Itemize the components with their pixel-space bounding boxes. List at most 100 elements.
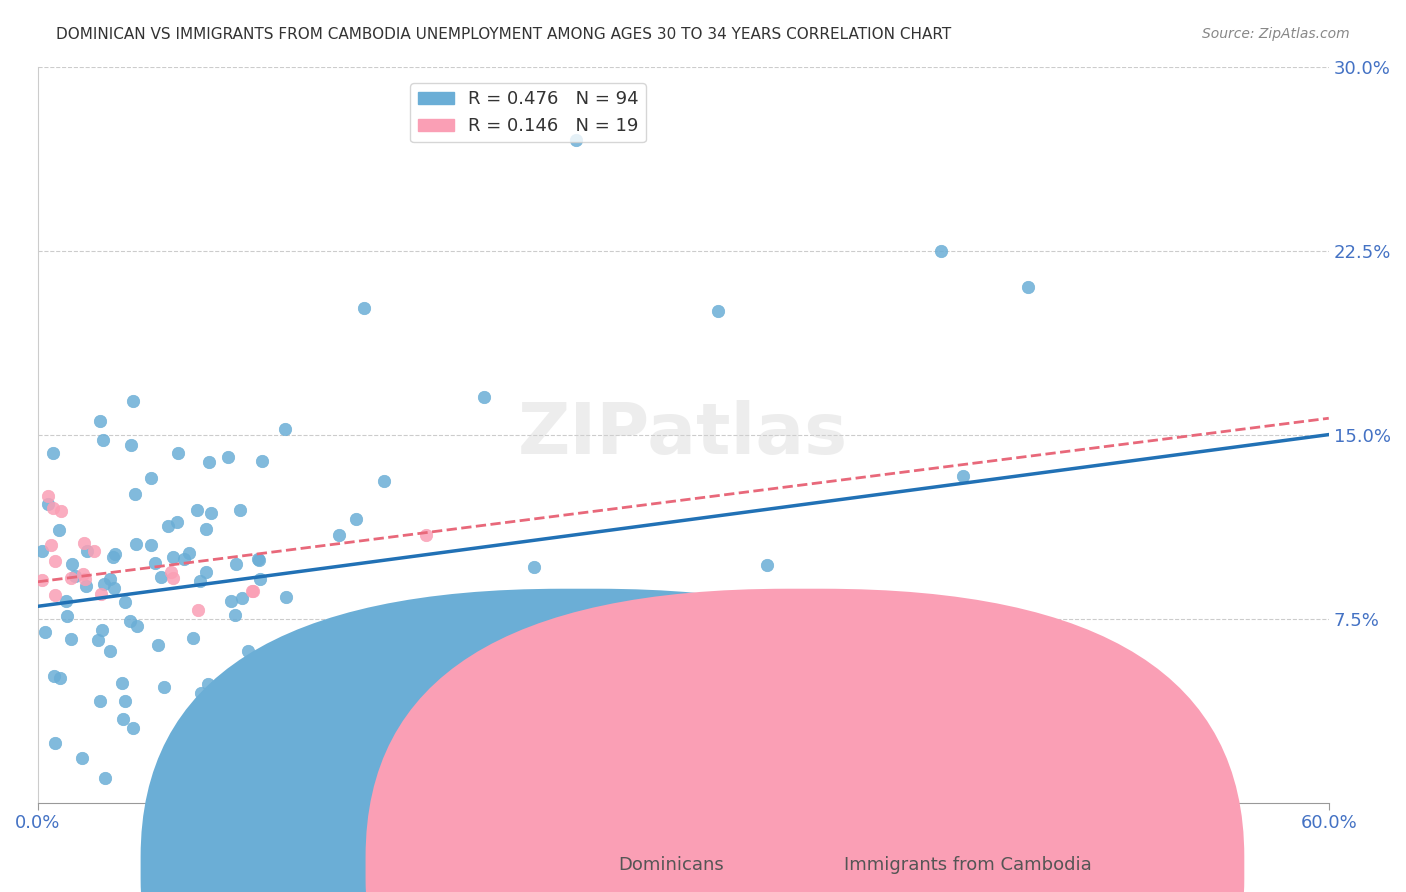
- Point: [104, 547, 127, 561]
- Point: [195, 522, 218, 536]
- Point: [75, 579, 97, 593]
- Point: [274, 590, 297, 604]
- Point: [328, 527, 350, 541]
- Point: [103, 582, 125, 596]
- Point: [190, 685, 212, 699]
- Point: [247, 552, 270, 566]
- Point: [91, 624, 114, 638]
- Point: [103, 549, 125, 564]
- Point: [31, 544, 53, 558]
- Legend: R = 0.476   N = 94, R = 0.146   N = 19: R = 0.476 N = 94, R = 0.146 N = 19: [411, 83, 647, 143]
- Point: [219, 594, 242, 608]
- Point: [125, 619, 148, 633]
- Point: [931, 244, 953, 258]
- Point: [60, 571, 83, 585]
- Point: [274, 422, 297, 436]
- Point: [252, 454, 274, 468]
- Point: [188, 574, 211, 589]
- Point: [89, 414, 111, 428]
- Point: [141, 538, 163, 552]
- Point: [90, 587, 112, 601]
- Point: [93, 433, 115, 447]
- Point: [257, 702, 280, 716]
- Point: [160, 566, 183, 580]
- Point: [149, 570, 172, 584]
- Text: ZIPatlas: ZIPatlas: [519, 401, 848, 469]
- Point: [217, 450, 239, 464]
- Point: [44, 735, 66, 749]
- Point: [153, 681, 176, 695]
- Point: [186, 503, 208, 517]
- Point: [415, 528, 437, 542]
- Point: [179, 546, 201, 560]
- Point: [707, 304, 730, 318]
- Point: [120, 438, 142, 452]
- Point: [247, 553, 270, 567]
- Point: [89, 694, 111, 708]
- Point: [952, 469, 974, 483]
- Point: [344, 512, 367, 526]
- Point: [564, 133, 586, 147]
- Point: [343, 665, 366, 679]
- Point: [56, 609, 79, 624]
- Point: [162, 570, 184, 584]
- Point: [139, 471, 162, 485]
- Point: [124, 537, 146, 551]
- Point: [181, 631, 204, 645]
- Point: [229, 503, 252, 517]
- Point: [240, 583, 263, 598]
- Point: [44, 587, 66, 601]
- Point: [41, 446, 63, 460]
- Point: [86, 633, 108, 648]
- Point: [59, 632, 82, 647]
- Point: [166, 516, 188, 530]
- Point: [111, 676, 134, 690]
- Point: [63, 569, 86, 583]
- Text: Source: ZipAtlas.com: Source: ZipAtlas.com: [1202, 27, 1350, 41]
- Point: [48, 523, 70, 537]
- Point: [72, 751, 94, 765]
- Point: [523, 560, 546, 574]
- Point: [98, 572, 121, 586]
- Point: [94, 771, 117, 785]
- Point: [242, 583, 264, 598]
- Point: [385, 632, 408, 647]
- Point: [995, 661, 1018, 675]
- Point: [114, 694, 136, 708]
- Point: [146, 638, 169, 652]
- Point: [44, 554, 66, 568]
- Point: [72, 567, 94, 582]
- Point: [157, 771, 180, 785]
- Point: [399, 734, 422, 748]
- Point: [166, 445, 188, 459]
- Point: [49, 671, 72, 685]
- Point: [143, 557, 166, 571]
- Point: [224, 607, 246, 622]
- Text: Immigrants from Cambodia: Immigrants from Cambodia: [844, 856, 1091, 874]
- Point: [34, 625, 56, 640]
- Text: Dominicans: Dominicans: [619, 856, 724, 874]
- Point: [44, 669, 66, 683]
- Point: [55, 593, 77, 607]
- Point: [112, 712, 135, 726]
- Point: [37, 489, 59, 503]
- Point: [225, 557, 247, 571]
- Point: [353, 301, 375, 315]
- Point: [373, 474, 395, 488]
- Point: [162, 549, 184, 564]
- Point: [197, 677, 219, 691]
- Point: [122, 721, 145, 735]
- Point: [124, 487, 146, 501]
- Text: DOMINICAN VS IMMIGRANTS FROM CAMBODIA UNEMPLOYMENT AMONG AGES 30 TO 34 YEARS COR: DOMINICAN VS IMMIGRANTS FROM CAMBODIA UN…: [56, 27, 952, 42]
- Point: [231, 591, 253, 606]
- Point: [236, 644, 259, 658]
- Point: [114, 595, 136, 609]
- Point: [73, 535, 96, 549]
- Point: [1017, 280, 1039, 294]
- Point: [412, 747, 434, 761]
- Point: [187, 603, 209, 617]
- Point: [472, 391, 495, 405]
- Point: [249, 572, 271, 586]
- Point: [42, 501, 65, 516]
- Point: [39, 538, 62, 552]
